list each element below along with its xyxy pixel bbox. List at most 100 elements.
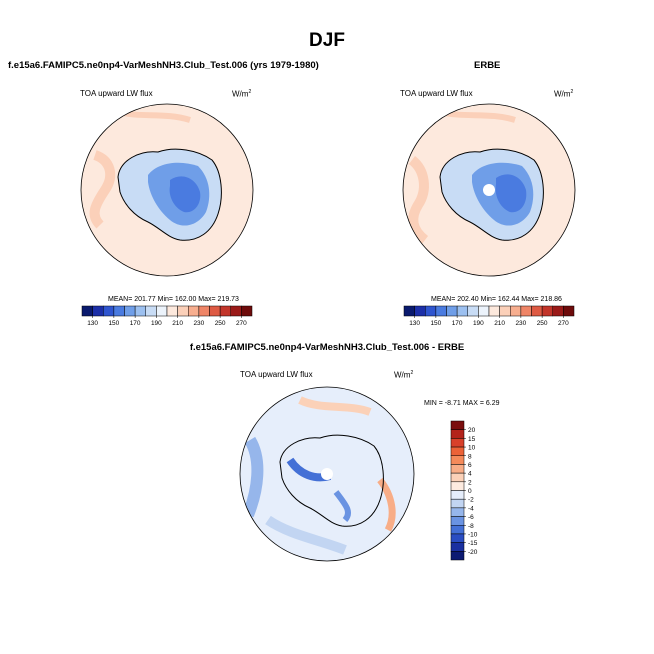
panel-3-colorbar-swatch: [450, 420, 465, 430]
panel-2-colorbar-swatch: [456, 305, 468, 317]
panel-2-colorbar-swatch: [563, 305, 575, 317]
panel-2-variable-label: TOA upward LW flux: [400, 89, 473, 98]
panel-3-colorbar-swatch: [450, 542, 465, 552]
panel-2-colorbar-label: 270: [558, 320, 569, 327]
panel-1-colorbar-label: 150: [108, 320, 119, 327]
panel-3-colorbar-label: -10: [468, 531, 478, 538]
panel-1-stats: MEAN= 201.77 Min= 162.00 Max= 219.73: [108, 296, 239, 303]
panel-2-colorbar-swatch: [403, 305, 415, 317]
panel-3-colorbar-label: -8: [468, 523, 474, 530]
panel-1-colorbar-swatch: [124, 305, 136, 317]
map-panel-2: [402, 103, 576, 277]
panel-2-polar-gap: [483, 184, 495, 196]
panel-1-colorbar-swatch: [177, 305, 189, 317]
panel-3-colorbar-label: 6: [468, 462, 472, 469]
panel-1-colorbar-swatch: [103, 305, 115, 317]
panel-2-colorbar-label: 130: [409, 320, 420, 327]
panel-2-stats: MEAN= 202.40 Min= 162.44 Max= 218.86: [431, 296, 562, 303]
panel-1-colorbar-label: 210: [172, 320, 183, 327]
panel-1-colorbar-label: 230: [193, 320, 204, 327]
panel-1-colorbar-label: 170: [130, 320, 141, 327]
panel-2-colorbar-label: 230: [515, 320, 526, 327]
panel-1-colorbar-swatch: [230, 305, 242, 317]
panel-3-colorbar-label: 4: [468, 471, 472, 478]
panel-2-colorbar-swatch: [531, 305, 543, 317]
panel-3-colorbar-label: 2: [468, 479, 472, 486]
panel-1-colorbar-swatch: [145, 305, 157, 317]
panel-1-colorbar-swatch: [81, 305, 93, 317]
panel-2-colorbar-swatch: [520, 305, 532, 317]
panel-3-positive-patch: [298, 396, 372, 416]
panel-1-colorbar-swatch: [219, 305, 231, 317]
panel-1-colorbar-swatch: [134, 305, 146, 317]
panel-2-colorbar-swatch: [541, 305, 553, 317]
panel-1-units: W/m2: [232, 89, 252, 99]
panel-2-colorbar-label: 150: [430, 320, 441, 327]
panel-3-colorbar-label: 10: [468, 445, 476, 452]
panel-3-colorbar-swatch: [450, 446, 465, 456]
panel-3-map-border: [239, 386, 415, 562]
map-panel-3: [239, 386, 415, 562]
panel-1-core-cold: [169, 176, 201, 213]
panel-3-title: f.e15a6.FAMIPC5.ne0np4-VarMeshNH3.Club_T…: [189, 342, 465, 353]
panel-2-units: W/m2: [554, 89, 574, 99]
panel-2-colorbar-swatch: [488, 305, 500, 317]
panel-2-warm-band: [408, 156, 429, 244]
panel-2-coastline: [439, 148, 544, 241]
panel-3-polar-gap: [321, 468, 333, 480]
panel-2-colorbar-swatch: [478, 305, 490, 317]
panel-1-colorbar-swatch: [156, 305, 168, 317]
panel-3-colorbar-label: 20: [468, 427, 476, 434]
panel-1-colorbar-label: 250: [215, 320, 226, 327]
panel-2-colorbar: 130 150 170 190 210 230 250 270: [403, 305, 575, 327]
panel-1-warm-band: [89, 150, 116, 229]
panel-3-colorbar-swatch: [450, 455, 465, 465]
map-panel-1: [80, 103, 254, 277]
panel-2-colorbar-label: 210: [494, 320, 505, 327]
panel-1-title: f.e15a6.FAMIPC5.ne0np4-VarMeshNH3.Club_T…: [8, 60, 319, 71]
panel-2-colorbar-swatch: [414, 305, 426, 317]
panel-1-colorbar: 130 150 170 190 210 230 250 270: [81, 305, 253, 327]
panel-2-colorbar-label: 190: [473, 320, 484, 327]
panel-1-colorbar-swatch: [241, 305, 253, 317]
panel-3-colorbar-label: -2: [468, 497, 474, 504]
panel-1-colorbar-label: 190: [151, 320, 162, 327]
panel-2-map-border: [402, 103, 576, 277]
panel-1-colorbar-swatch: [166, 305, 178, 317]
panel-3-colorbar-swatch: [450, 472, 465, 483]
panel-3-colorbar-swatch: [450, 507, 465, 517]
panel-3-negative-patch: [265, 515, 347, 555]
panel-2-colorbar-label: 250: [537, 320, 548, 327]
panel-2-colorbar-swatch: [499, 305, 511, 317]
panel-3-variable-label: TOA upward LW flux: [240, 370, 313, 379]
panel-1-colorbar-swatch: [209, 305, 221, 317]
panel-2-colorbar-swatch: [510, 305, 522, 317]
figure-title: DJF: [309, 30, 345, 51]
panel-1-colorbar-swatch: [92, 305, 104, 317]
panel-2-colorbar-swatch: [467, 305, 479, 317]
panel-1-colorbar-label: 130: [87, 320, 98, 327]
panel-3-colorbar-label: 0: [468, 488, 472, 495]
panel-2-colorbar-label: 170: [452, 320, 463, 327]
panel-1-variable-label: TOA upward LW flux: [80, 89, 153, 98]
panel-3-colorbar-swatch: [450, 525, 465, 535]
panel-3-stats: MIN = -8.71 MAX = 6.29: [424, 400, 500, 407]
panel-1-colorbar-label: 270: [236, 320, 247, 327]
panel-3-negative-patch: [242, 436, 264, 518]
panel-2-colorbar-swatch: [435, 305, 447, 317]
panel-3-colorbar-swatch: [450, 464, 465, 474]
panel-3-negative-patch: [333, 490, 351, 522]
panel-3-colorbar-swatch: [450, 516, 465, 526]
panel-3-colorbar-label: 15: [468, 436, 476, 443]
panel-1-coastline: [117, 148, 222, 241]
panel-3-colorbar-swatch: [450, 551, 465, 561]
panel-2-colorbar-swatch: [552, 305, 564, 317]
panel-3-colorbar-swatch: [450, 438, 465, 448]
panel-1-colorbar-swatch: [188, 305, 200, 317]
panel-3-units: W/m2: [394, 370, 414, 380]
panel-2-title: ERBE: [474, 60, 501, 71]
panel-3-colorbar-swatch: [450, 481, 465, 491]
panel-1-map-border: [80, 103, 254, 277]
panel-3-colorbar-label: -15: [468, 540, 478, 547]
